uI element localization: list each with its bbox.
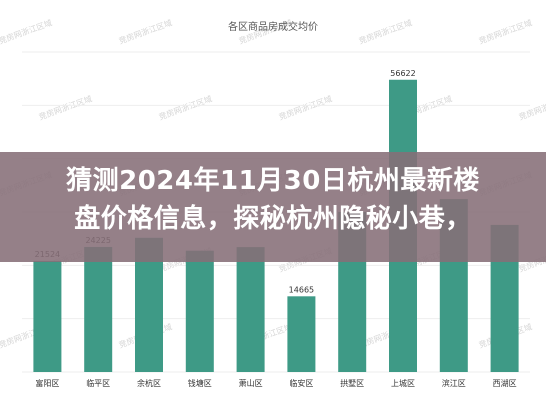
x-axis-tick-labels: 富阳区 临平区 余杭区 钱塘区 萧山区 临安区 拱墅区 上城区 滨江区 西湖区 bbox=[35, 378, 516, 388]
watermark-text: 竞房网浙江区域 bbox=[0, 17, 53, 46]
bar-value-label: 56622 bbox=[390, 69, 415, 78]
watermark-text: 竞房网浙江区域 bbox=[517, 93, 546, 122]
bar bbox=[33, 260, 62, 372]
x-tick-label: 富阳区 bbox=[35, 378, 59, 388]
chart-title: 各区商品房成交均价 bbox=[228, 20, 318, 33]
bar bbox=[185, 250, 214, 372]
watermark-text: 竞房网浙江区域 bbox=[37, 93, 93, 122]
watermark-text: 竞房网浙江区域 bbox=[157, 93, 213, 122]
x-tick-label: 钱塘区 bbox=[188, 378, 212, 388]
x-tick-label: 上城区 bbox=[391, 379, 415, 388]
headline-overlay: 猜测2024年11月30日杭州最新楼 盘价格信息，探秘杭州隐秘小巷， bbox=[0, 152, 546, 262]
x-tick-label: 临平区 bbox=[86, 378, 110, 388]
headline-line-2: 盘价格信息，探秘杭州隐秘小巷， bbox=[74, 204, 472, 234]
bar bbox=[287, 296, 316, 372]
watermark-text: 竞房网浙江区域 bbox=[357, 17, 413, 46]
x-tick-label: 临安区 bbox=[289, 378, 313, 388]
x-tick-label: 萧山区 bbox=[239, 378, 263, 388]
bar-value-label: 14665 bbox=[289, 285, 314, 294]
watermark-text: 竞房网浙江区域 bbox=[477, 17, 533, 46]
x-tick-label: 余杭区 bbox=[137, 378, 161, 388]
watermark-text: 竞房网浙江区域 bbox=[117, 17, 173, 46]
x-tick-label: 拱墅区 bbox=[340, 378, 364, 388]
watermark-text: 竞房网浙江区域 bbox=[277, 93, 333, 122]
bar bbox=[84, 246, 113, 372]
x-tick-label: 西湖区 bbox=[493, 379, 517, 388]
bar bbox=[236, 247, 265, 372]
headline-line-1: 猜测2024年11月30日杭州最新楼 bbox=[66, 166, 480, 196]
x-tick-label: 滨江区 bbox=[442, 378, 466, 388]
